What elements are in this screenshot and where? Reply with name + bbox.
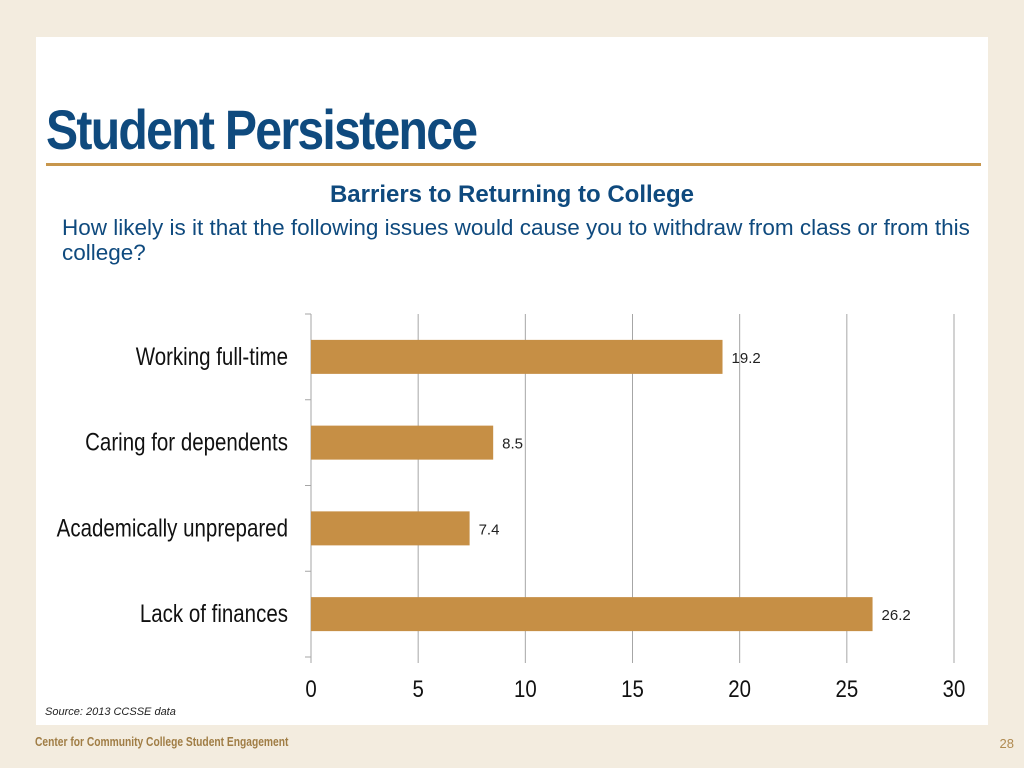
data-label: 26.2 (882, 607, 911, 624)
x-tick-label: 5 (412, 675, 423, 702)
category-label: Working full-time (136, 342, 288, 370)
x-tick-label: 15 (621, 675, 644, 702)
bar (311, 597, 873, 632)
x-tick-label: 30 (943, 675, 966, 702)
chart-title: Barriers to Returning to College (329, 181, 695, 208)
source-note: Source: 2013 CCSSE data (45, 706, 176, 718)
page-number: 28 (999, 736, 1014, 751)
data-label: 8.5 (502, 436, 523, 453)
category-label: Caring for dependents (85, 428, 288, 456)
bar (311, 511, 470, 546)
page-title: Student Persistence (46, 98, 478, 161)
bar (311, 339, 723, 374)
x-tick-label: 25 (835, 675, 858, 702)
x-tick-label: 0 (305, 675, 316, 702)
category-label: Academically unprepared (57, 513, 288, 541)
chart-subtitle: How likely is it that the following issu… (62, 215, 970, 265)
data-label: 19.2 (732, 350, 761, 367)
data-label: 7.4 (479, 521, 500, 538)
x-tick-label: 20 (728, 675, 751, 702)
x-tick-label: 10 (514, 675, 537, 702)
category-label: Lack of finances (140, 599, 288, 627)
bar (311, 425, 494, 460)
title-divider (46, 163, 981, 166)
footer-organization: Center for Community College Student Eng… (35, 735, 289, 749)
